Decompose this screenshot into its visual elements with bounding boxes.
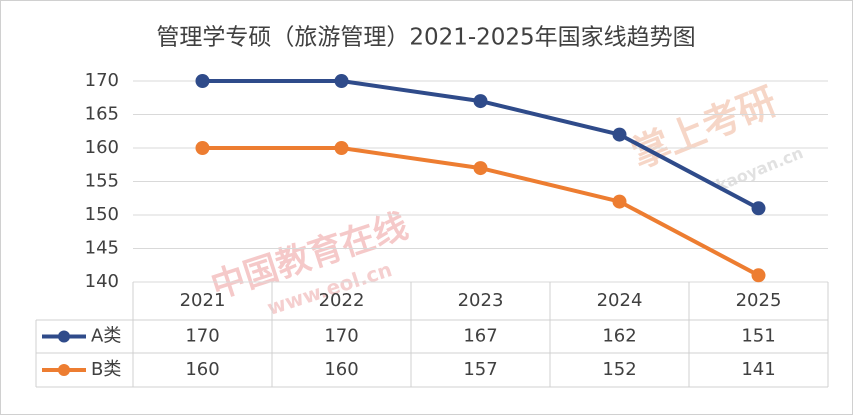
table-value: 152 <box>602 359 636 380</box>
legend-label: A类 <box>91 326 121 347</box>
point <box>334 141 349 155</box>
y-tick-label: 145 <box>85 238 119 259</box>
point <box>751 201 766 216</box>
x-tick-label: 2024 <box>597 290 643 311</box>
point <box>751 268 766 283</box>
point <box>473 161 488 176</box>
x-tick-label: 2022 <box>319 290 365 311</box>
table-value: 160 <box>324 359 358 380</box>
x-tick-label: 2023 <box>458 290 504 311</box>
legend-marker <box>58 364 70 376</box>
y-tick-label: 170 <box>85 70 119 91</box>
x-tick-label: 2021 <box>180 290 226 311</box>
table-value: 160 <box>185 359 219 380</box>
y-tick-label: 150 <box>85 204 119 225</box>
table-value: 167 <box>463 326 497 347</box>
table-value: 141 <box>741 359 775 380</box>
table-value: 151 <box>741 326 775 347</box>
table-value: 162 <box>602 326 636 347</box>
point <box>473 94 488 109</box>
point <box>195 74 210 88</box>
chart-title: 管理学专硕（旅游管理）2021-2025年国家线趋势图 <box>156 25 695 51</box>
point <box>612 127 627 142</box>
table-value: 170 <box>324 326 358 347</box>
point <box>334 74 349 88</box>
y-tick-label: 140 <box>85 271 119 292</box>
point <box>195 141 210 155</box>
legend-marker <box>58 330 70 343</box>
point <box>612 194 627 209</box>
y-tick-label: 160 <box>85 137 119 158</box>
legend-label: B类 <box>91 359 121 380</box>
table-value: 157 <box>463 359 497 380</box>
x-tick-label: 2025 <box>736 290 782 311</box>
table-value: 170 <box>185 326 219 347</box>
y-tick-label: 165 <box>85 104 119 125</box>
y-tick-label: 155 <box>85 171 119 192</box>
